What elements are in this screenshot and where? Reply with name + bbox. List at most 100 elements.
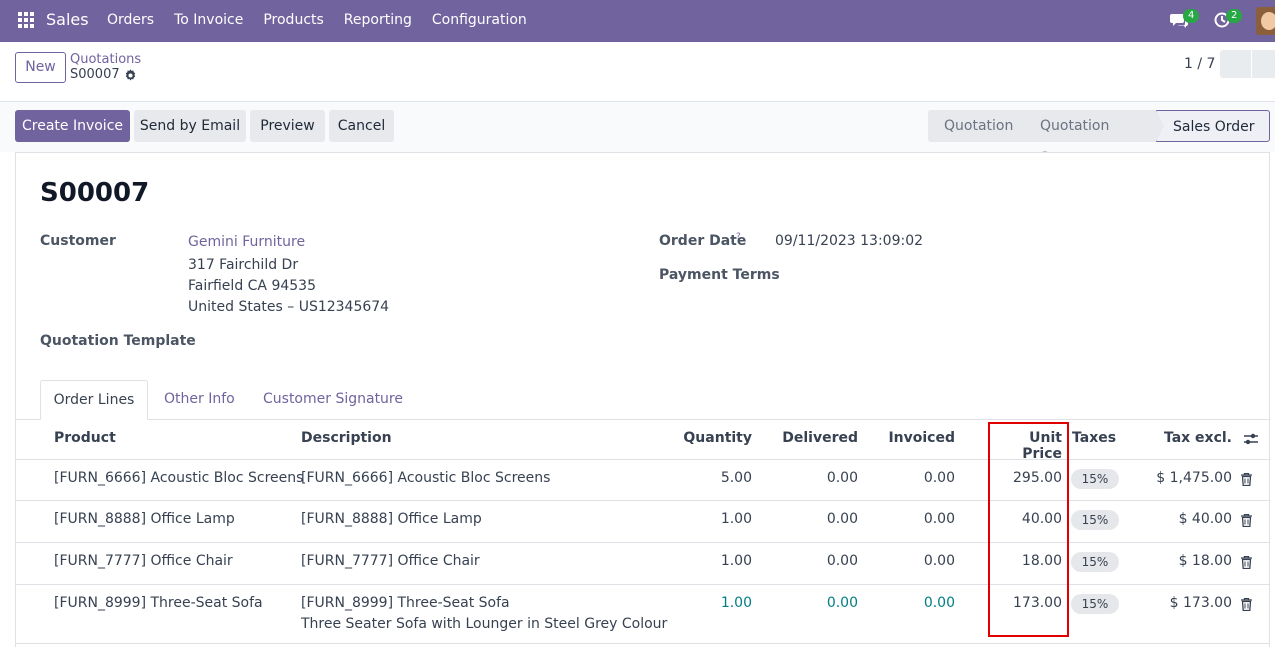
app-name[interactable]: Sales [46,10,89,29]
order-date-help-icon[interactable]: ? [736,232,741,242]
action-bar: Create Invoice Send by Email Preview Can… [0,102,1275,166]
trash-icon[interactable] [1241,556,1252,569]
unit-price-highlight-box [988,422,1069,637]
menu-products[interactable]: Products [263,12,324,28]
menu-orders[interactable]: Orders [107,12,155,28]
row-description: [FURN_8888] Office Lamp [301,511,482,527]
address-line-2: Fairfield CA 94535 [188,278,316,294]
row-quantity: 1.00 [720,511,752,527]
menu-to-invoice[interactable]: To Invoice [174,12,244,28]
row-quantity: 1.00 [720,595,752,611]
stage-arrow [1024,110,1032,142]
tax-badge: 15% [1071,552,1119,572]
breadcrumb-quotations[interactable]: Quotations [70,52,142,67]
new-button[interactable]: New [15,52,66,83]
column-delivered[interactable]: Delivered [782,430,858,446]
stage-quotation-sent[interactable]: Quotation Sent [1024,110,1164,166]
row-product: [FURN_7777] Office Chair [54,553,233,569]
row-delivered: 0.00 [826,595,858,611]
row-delivered: 0.00 [826,470,858,486]
tab-other-info[interactable]: Other Info [164,391,235,407]
notebook-tabs: Order Lines Other Info Customer Signatur… [15,380,1270,420]
row-subtotal: $ 18.00 [1178,553,1232,569]
menu-reporting[interactable]: Reporting [343,12,412,28]
chat-count-badge: 4 [1183,9,1200,23]
row-quantity: 5.00 [720,470,752,486]
quotation-template-label: Quotation Template [40,333,196,349]
gear-icon[interactable] [124,69,137,82]
control-panel: New Quotations S00007 1 / 7 [0,42,1275,102]
main-menu: Orders To Invoice Products Reporting Con… [107,12,547,28]
tax-badge: 15% [1071,594,1119,614]
row-subtotal: $ 40.00 [1178,511,1232,527]
user-avatar[interactable] [1256,7,1275,35]
row-unit-price: 295.00 [1013,470,1062,486]
menu-configuration[interactable]: Configuration [431,12,527,28]
row-invoiced: 0.00 [923,511,955,527]
customer-link[interactable]: Gemini Furniture [188,234,306,250]
row-description-detail: Three Seater Sofa with Lounger in Steel … [301,616,668,632]
column-description[interactable]: Description [301,430,392,446]
tab-customer-signature[interactable]: Customer Signature [263,391,403,407]
top-navbar: Sales Orders To Invoice Products Reporti… [0,0,1275,42]
tax-badge: 15% [1071,469,1119,489]
tab-order-lines[interactable]: Order Lines [40,380,148,420]
address-line-1: 317 Fairchild Dr [188,257,299,273]
status-bar: Quotation Quotation Sent Sales Order [928,110,1270,166]
pager-previous-button[interactable] [1220,50,1251,78]
optional-columns-icon[interactable] [1243,432,1259,446]
send-by-email-button[interactable]: Send by Email [134,110,246,142]
form-sheet [15,152,1270,647]
row-product: [FURN_8999] Three-Seat Sofa [54,595,263,611]
row-divider [15,500,1270,501]
tax-badge: 15% [1071,510,1119,530]
pager-value[interactable]: 1 / 7 [1184,56,1216,72]
row-product: [FURN_8888] Office Lamp [54,511,235,527]
row-delivered: 0.00 [826,553,858,569]
row-delivered: 0.00 [826,511,858,527]
breadcrumb-current: S00007 [70,67,120,82]
trash-icon[interactable] [1241,514,1252,527]
row-unit-price: 18.00 [1021,553,1062,569]
order-date-label: Order Date [659,233,747,249]
stage-quotation[interactable]: Quotation [928,110,1032,142]
row-subtotal: $ 173.00 [1169,595,1232,611]
row-divider [15,643,1270,644]
trash-icon[interactable] [1241,598,1252,611]
address-line-3: United States – US12345674 [188,299,390,315]
stage-sales-order[interactable]: Sales Order [1156,110,1270,142]
stage-label: Quotation [944,118,1014,134]
column-quantity[interactable]: Quantity [683,430,752,446]
row-description: [FURN_7777] Office Chair [301,553,480,569]
row-unit-price: 40.00 [1021,511,1062,527]
row-description: [FURN_6666] Acoustic Bloc Screens [301,470,551,486]
stage-arrow [1156,110,1164,142]
header-divider [15,459,1270,460]
customer-label: Customer [40,233,116,249]
stage-label: Sales Order [1173,119,1255,135]
cancel-button[interactable]: Cancel [329,110,394,142]
column-tax-excl[interactable]: Tax excl. [1163,430,1232,446]
row-invoiced: 0.00 [923,470,955,486]
column-taxes[interactable]: Taxes [1072,430,1117,446]
row-unit-price: 173.00 [1013,595,1062,611]
column-unit-price[interactable]: Unit Price [1022,430,1062,462]
row-description: [FURN_8999] Three-Seat Sofa [301,595,510,611]
record-title: S00007 [40,178,150,208]
preview-button[interactable]: Preview [250,110,325,142]
trash-icon[interactable] [1241,473,1252,486]
row-subtotal: $ 1,475.00 [1156,470,1232,486]
activity-count-badge: 2 [1226,9,1243,23]
order-date-value[interactable]: 09/11/2023 13:09:02 [775,233,924,249]
apps-menu-icon[interactable] [18,12,34,28]
row-quantity: 1.00 [720,553,752,569]
row-product: [FURN_6666] Acoustic Bloc Screens [54,470,304,486]
create-invoice-button[interactable]: Create Invoice [15,110,130,142]
row-invoiced: 0.00 [923,595,955,611]
row-invoiced: 0.00 [923,553,955,569]
pager-next-button[interactable] [1252,50,1275,78]
row-divider [15,542,1270,543]
payment-terms-label: Payment Terms [659,267,780,283]
column-product[interactable]: Product [54,430,116,446]
column-invoiced[interactable]: Invoiced [888,430,955,446]
